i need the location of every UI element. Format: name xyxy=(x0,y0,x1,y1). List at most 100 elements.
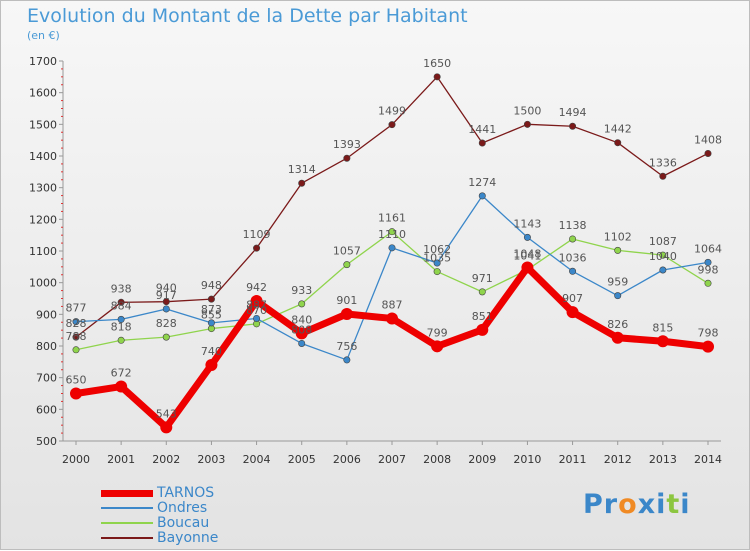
data-point-bayonne xyxy=(343,154,351,162)
data-label-boucau: 788 xyxy=(66,330,87,343)
data-point-ondres xyxy=(569,267,577,275)
data-label-tarnos: 1048 xyxy=(513,247,541,260)
y-tick-label: 1100 xyxy=(29,245,57,258)
data-label-ondres: 873 xyxy=(201,303,222,316)
x-tick-label: 2011 xyxy=(559,453,587,466)
data-label-bayonne: 1336 xyxy=(649,156,677,169)
x-tick-label: 2001 xyxy=(107,453,135,466)
legend-label-bayonne: Bayonne xyxy=(157,530,219,546)
x-tick-label: 2013 xyxy=(649,453,677,466)
data-point-boucau xyxy=(659,251,667,259)
data-point-boucau xyxy=(72,346,80,354)
data-point-bayonne xyxy=(162,298,170,306)
proxiti-logo: Proxiti xyxy=(583,489,691,520)
data-point-boucau xyxy=(569,235,577,243)
data-point-boucau xyxy=(614,246,622,254)
data-label-tarnos: 826 xyxy=(607,318,628,331)
data-label-bayonne: 828 xyxy=(66,317,87,330)
x-tick-label: 2002 xyxy=(152,453,180,466)
data-point-ondres xyxy=(614,292,622,300)
data-point-ondres xyxy=(207,319,215,327)
data-point-bayonne xyxy=(298,179,306,187)
data-label-ondres: 959 xyxy=(607,276,628,289)
logo-letter: i xyxy=(656,489,667,520)
data-label-bayonne: 948 xyxy=(201,279,222,292)
data-point-boucau xyxy=(478,288,486,296)
data-point-bayonne xyxy=(478,139,486,147)
data-label-tarnos: 901 xyxy=(336,294,357,307)
data-point-tarnos xyxy=(386,312,398,325)
data-point-tarnos xyxy=(611,331,624,344)
data-label-ondres: 1143 xyxy=(513,217,541,230)
data-label-tarnos: 740 xyxy=(201,345,222,358)
y-tick-label: 700 xyxy=(36,372,57,385)
logo-letter: o xyxy=(618,489,638,520)
data-label-tarnos: 798 xyxy=(698,327,719,340)
data-label-ondres: 877 xyxy=(66,302,87,315)
logo-letter: t xyxy=(666,489,681,520)
data-point-ondres xyxy=(72,318,80,326)
logo-letter: i xyxy=(680,489,691,520)
data-label-bayonne: 1109 xyxy=(243,228,271,241)
logo-letter: x xyxy=(637,489,657,520)
logo-letter: P xyxy=(583,489,604,520)
data-label-ondres: 1062 xyxy=(423,243,451,256)
data-point-tarnos xyxy=(70,387,82,400)
y-tick-label: 900 xyxy=(36,308,57,321)
x-tick-label: 2010 xyxy=(513,453,541,466)
data-point-boucau xyxy=(343,261,351,269)
x-tick-label: 2009 xyxy=(468,453,496,466)
chart-title: Evolution du Montant de la Dette par Hab… xyxy=(27,5,468,27)
data-label-ondres: 808 xyxy=(291,323,312,336)
data-point-ondres xyxy=(253,314,261,322)
y-tick-label: 1500 xyxy=(29,118,57,131)
data-label-boucau: 1102 xyxy=(604,230,632,243)
y-tick-label: 1600 xyxy=(29,87,57,100)
legend-swatch-ondres xyxy=(101,507,153,509)
data-label-ondres: 1064 xyxy=(694,242,722,255)
data-point-tarnos xyxy=(566,306,579,319)
data-label-tarnos: 887 xyxy=(382,298,403,311)
x-tick-label: 2000 xyxy=(62,453,90,466)
legend-label-tarnos: TARNOS xyxy=(157,485,215,501)
data-point-tarnos xyxy=(656,335,669,348)
data-label-ondres: 884 xyxy=(111,299,132,312)
legend-label-ondres: Ondres xyxy=(157,500,208,516)
data-point-bayonne xyxy=(659,172,667,180)
data-label-bayonne: 1442 xyxy=(604,123,632,136)
x-tick-label: 2014 xyxy=(694,453,722,466)
data-label-boucau: 828 xyxy=(156,317,177,330)
data-point-bayonne xyxy=(72,333,80,341)
data-point-boucau xyxy=(162,333,170,341)
data-point-boucau xyxy=(433,268,441,276)
data-label-boucau: 1041 xyxy=(513,250,541,263)
data-point-bayonne xyxy=(614,139,622,147)
data-point-tarnos xyxy=(160,421,173,434)
data-point-ondres xyxy=(388,244,396,252)
data-point-bayonne xyxy=(253,244,261,252)
data-label-ondres: 1110 xyxy=(378,228,406,241)
data-point-tarnos xyxy=(521,261,534,274)
data-point-tarnos xyxy=(295,327,308,340)
data-point-ondres xyxy=(433,259,441,267)
data-point-bayonne xyxy=(207,295,215,303)
x-tick-label: 2008 xyxy=(423,453,451,466)
data-point-tarnos xyxy=(250,295,263,308)
data-point-boucau xyxy=(388,228,396,236)
data-label-ondres: 1274 xyxy=(468,176,496,189)
y-tick-label: 600 xyxy=(36,403,57,416)
data-point-ondres xyxy=(478,192,486,200)
data-label-bayonne: 1393 xyxy=(333,138,361,151)
y-tick-label: 500 xyxy=(36,435,57,448)
data-point-ondres xyxy=(117,315,125,323)
data-point-bayonne xyxy=(523,120,531,128)
data-point-tarnos xyxy=(340,308,353,321)
y-tick-label: 1300 xyxy=(29,182,57,195)
data-label-boucau: 818 xyxy=(111,320,132,333)
data-point-ondres xyxy=(343,356,351,364)
data-point-bayonne xyxy=(704,149,712,157)
data-label-ondres: 887 xyxy=(246,298,267,311)
x-tick-label: 2005 xyxy=(288,453,316,466)
